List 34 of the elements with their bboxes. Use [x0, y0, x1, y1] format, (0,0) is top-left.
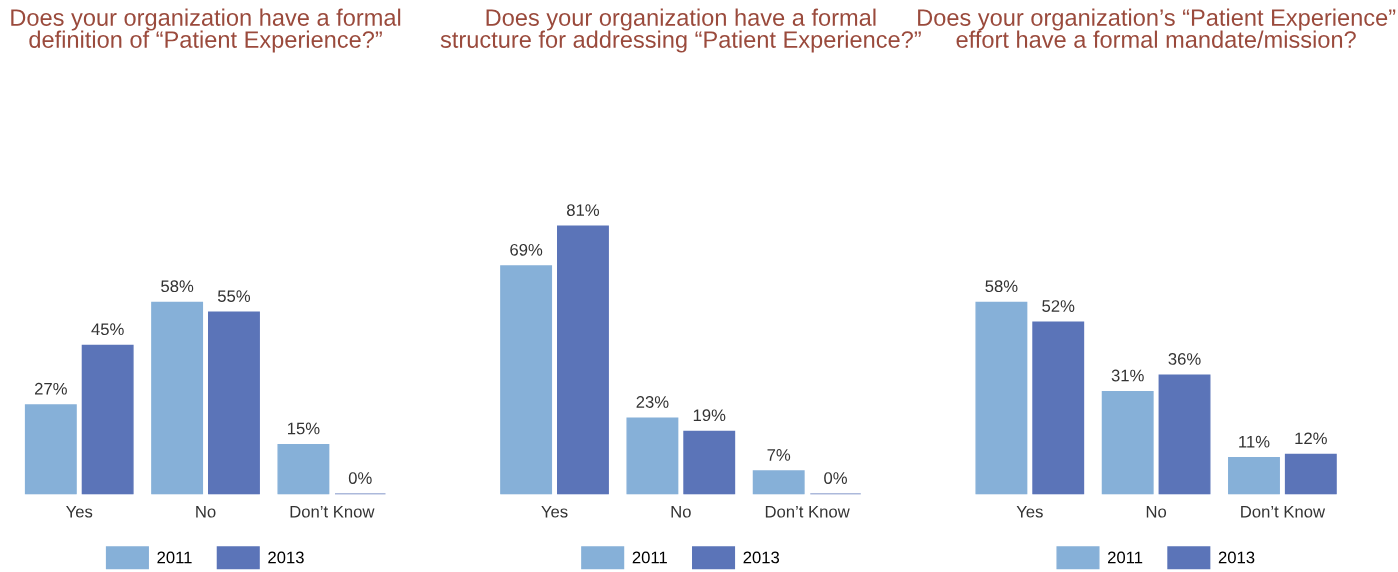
x-tick-label: No	[671, 505, 691, 518]
chart-title: Does your organization have a formal definition of “Patient Experience?”	[11, 8, 401, 53]
x-tick-label: Don’t Know	[765, 505, 850, 518]
legend-label: 2011	[1107, 551, 1143, 564]
data-label: 55%	[217, 290, 251, 303]
data-label: 15%	[288, 422, 320, 435]
data-label: 27%	[34, 382, 67, 395]
x-tick-label: No	[196, 505, 216, 518]
x-tick-label: Yes	[541, 505, 568, 518]
x-tick-label: Yes	[66, 505, 93, 518]
legend-label: 2013	[743, 551, 780, 564]
data-label: 0%	[348, 472, 372, 484]
legend-label: 2013	[1218, 551, 1255, 564]
data-label: 69%	[510, 243, 543, 256]
data-label: 81%	[567, 204, 600, 217]
data-label: 31%	[1111, 369, 1144, 382]
data-label: 12%	[1295, 432, 1327, 445]
data-label: 58%	[985, 280, 1018, 293]
data-label: 45%	[91, 323, 124, 336]
data-label: 19%	[693, 409, 726, 422]
data-label: 23%	[636, 396, 669, 408]
legend-label: 2011	[632, 551, 667, 564]
x-tick-label: Yes	[1016, 505, 1043, 518]
data-label: 0%	[824, 472, 847, 484]
x-tick-label: No	[1146, 505, 1167, 518]
x-tick-label: Don’t Know	[290, 505, 375, 518]
data-label: 7%	[767, 449, 791, 461]
data-label: 52%	[1042, 300, 1075, 312]
x-tick-label: Don’t Know	[1241, 505, 1326, 518]
legend-label: 2013	[268, 551, 304, 564]
data-label: 11%	[1239, 435, 1270, 448]
legend-label: 2011	[157, 551, 192, 564]
data-label: 36%	[1168, 353, 1201, 365]
data-label: 58%	[161, 280, 194, 293]
